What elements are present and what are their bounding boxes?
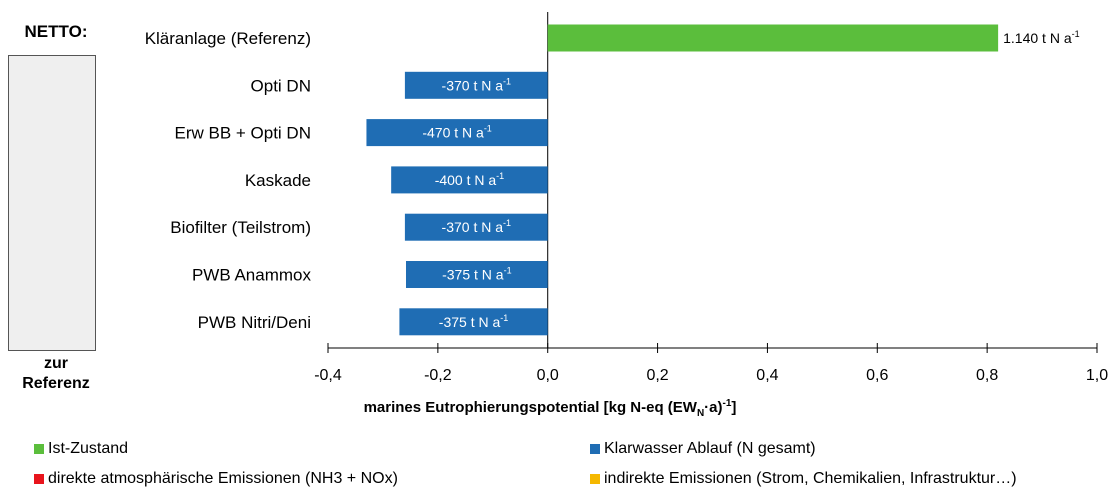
legend-label-direkt: direkte atmosphärische Emissionen (NH3 +… xyxy=(48,470,398,487)
bar-value-label: -375 t N a-1 xyxy=(439,313,508,330)
netto-box xyxy=(8,55,96,351)
x-tick-label: 0,8 xyxy=(976,367,998,384)
x-tick-label: 0,2 xyxy=(646,367,668,384)
bar-value-label: -370 t N a-1 xyxy=(442,76,512,93)
bar xyxy=(391,166,548,194)
x-tick-label: 1,0 xyxy=(1086,367,1108,384)
x-axis-title-mid: ·a) xyxy=(704,399,723,416)
x-tick-label: -0,4 xyxy=(314,367,342,384)
legend-label-ist: Ist-Zustand xyxy=(48,440,129,457)
legend-swatch-direkt xyxy=(34,474,44,484)
reference-caption-line1: zur xyxy=(44,355,68,372)
legend-swatch-ist xyxy=(34,444,44,454)
x-axis-title: marines Eutrophierungspotential [kg N-eq… xyxy=(330,398,770,419)
bar xyxy=(405,261,548,288)
legend-item-ist: Ist-Zustand xyxy=(34,440,128,458)
category-label: Kläranlage (Referenz) xyxy=(145,29,311,48)
x-tick-label: 0,4 xyxy=(756,367,778,384)
category-label: PWB Anammox xyxy=(192,266,312,285)
bar xyxy=(547,24,999,52)
bar-value-label: -370 t N a-1 xyxy=(442,218,512,235)
bar-value-label: 1.140 t N a-1 xyxy=(1003,29,1080,46)
x-axis-title-sub: N xyxy=(696,408,705,419)
legend-item-indirekt: indirekte Emissionen (Strom, Chemikalien… xyxy=(590,470,1017,488)
category-label: PWB Nitri/Deni xyxy=(198,313,311,332)
category-label: Kaskade xyxy=(245,171,311,190)
bar xyxy=(404,213,548,241)
legend-swatch-klarwasser xyxy=(590,444,600,454)
bar xyxy=(399,308,548,336)
bar xyxy=(404,71,548,99)
bar-value-label: -400 t N a-1 xyxy=(435,171,504,188)
reference-caption-line2: Referenz xyxy=(22,375,90,392)
reference-caption: zur Referenz xyxy=(8,354,104,394)
legend-item-direkt: direkte atmosphärische Emissionen (NH3 +… xyxy=(34,470,398,488)
x-axis-title-sup: -1 xyxy=(722,398,732,409)
x-tick-label: 0,6 xyxy=(866,367,888,384)
category-label: Opti DN xyxy=(251,76,311,95)
legend-label-indirekt: indirekte Emissionen (Strom, Chemikalien… xyxy=(604,470,1017,487)
x-axis-title-end: ] xyxy=(731,399,737,416)
legend: Ist-Zustand Klarwasser Ablauf (N gesamt)… xyxy=(34,440,1114,496)
legend-swatch-indirekt xyxy=(590,474,600,484)
bar-value-label: -375 t N a-1 xyxy=(442,266,512,283)
legend-item-klarwasser: Klarwasser Ablauf (N gesamt) xyxy=(590,440,816,458)
x-tick-label: 0,0 xyxy=(537,367,559,384)
category-label: Erw BB + Opti DN xyxy=(174,124,311,143)
x-tick-label: -0,2 xyxy=(424,367,452,384)
bar xyxy=(366,119,548,147)
category-label: Biofilter (Teilstrom) xyxy=(170,218,311,237)
x-axis-title-main: marines Eutrophierungspotential [kg N-eq… xyxy=(363,399,697,416)
bar-value-label: -470 t N a-1 xyxy=(422,124,492,141)
netto-title: NETTO: xyxy=(24,22,88,41)
legend-label-klarwasser: Klarwasser Ablauf (N gesamt) xyxy=(604,440,816,457)
